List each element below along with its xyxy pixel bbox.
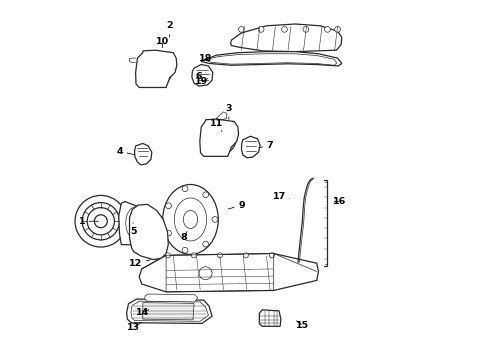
- Text: 16: 16: [333, 197, 346, 206]
- Polygon shape: [192, 64, 213, 86]
- Polygon shape: [129, 204, 168, 260]
- Circle shape: [182, 247, 188, 253]
- Circle shape: [199, 267, 212, 280]
- Polygon shape: [126, 299, 212, 323]
- Circle shape: [192, 253, 196, 258]
- Circle shape: [218, 253, 222, 258]
- Circle shape: [303, 27, 309, 32]
- Text: 11: 11: [210, 119, 223, 132]
- Polygon shape: [200, 119, 239, 156]
- Polygon shape: [201, 51, 342, 66]
- Ellipse shape: [147, 60, 165, 79]
- Polygon shape: [231, 24, 342, 51]
- Text: 15: 15: [296, 321, 309, 330]
- Polygon shape: [135, 143, 152, 165]
- Text: 19: 19: [196, 77, 209, 86]
- Circle shape: [212, 217, 218, 222]
- Polygon shape: [145, 294, 197, 302]
- Circle shape: [95, 215, 107, 228]
- Circle shape: [82, 203, 120, 240]
- Ellipse shape: [126, 207, 146, 239]
- Text: 10: 10: [156, 37, 169, 48]
- Circle shape: [203, 192, 209, 198]
- Polygon shape: [259, 310, 281, 326]
- Ellipse shape: [163, 184, 218, 255]
- Text: 18: 18: [199, 54, 212, 63]
- Circle shape: [258, 27, 264, 32]
- Circle shape: [203, 241, 209, 247]
- Circle shape: [324, 27, 330, 32]
- Circle shape: [166, 203, 171, 209]
- Text: 5: 5: [130, 222, 136, 237]
- Circle shape: [75, 195, 126, 247]
- Polygon shape: [119, 202, 153, 245]
- Polygon shape: [143, 303, 194, 320]
- Ellipse shape: [183, 211, 197, 228]
- Polygon shape: [136, 50, 177, 87]
- Ellipse shape: [174, 198, 207, 241]
- Text: 12: 12: [129, 259, 150, 268]
- Circle shape: [244, 253, 248, 258]
- Circle shape: [270, 253, 274, 258]
- Polygon shape: [139, 253, 318, 292]
- Polygon shape: [242, 136, 260, 158]
- Text: 7: 7: [259, 141, 273, 150]
- Text: 3: 3: [225, 104, 232, 120]
- Circle shape: [182, 186, 188, 192]
- Circle shape: [239, 27, 245, 32]
- Text: 1: 1: [78, 217, 98, 226]
- Text: 6: 6: [195, 72, 206, 81]
- Ellipse shape: [203, 121, 236, 155]
- Text: 4: 4: [116, 147, 134, 156]
- Text: 9: 9: [228, 201, 245, 210]
- Text: 2: 2: [167, 21, 173, 37]
- Text: 17: 17: [272, 192, 290, 201]
- Circle shape: [335, 27, 341, 32]
- Circle shape: [166, 253, 171, 258]
- Text: 13: 13: [127, 322, 142, 332]
- Circle shape: [166, 230, 171, 236]
- Ellipse shape: [140, 53, 172, 87]
- Text: 14: 14: [136, 308, 149, 317]
- Ellipse shape: [211, 129, 228, 147]
- Text: 8: 8: [181, 231, 187, 242]
- Circle shape: [87, 208, 115, 235]
- Circle shape: [282, 27, 287, 32]
